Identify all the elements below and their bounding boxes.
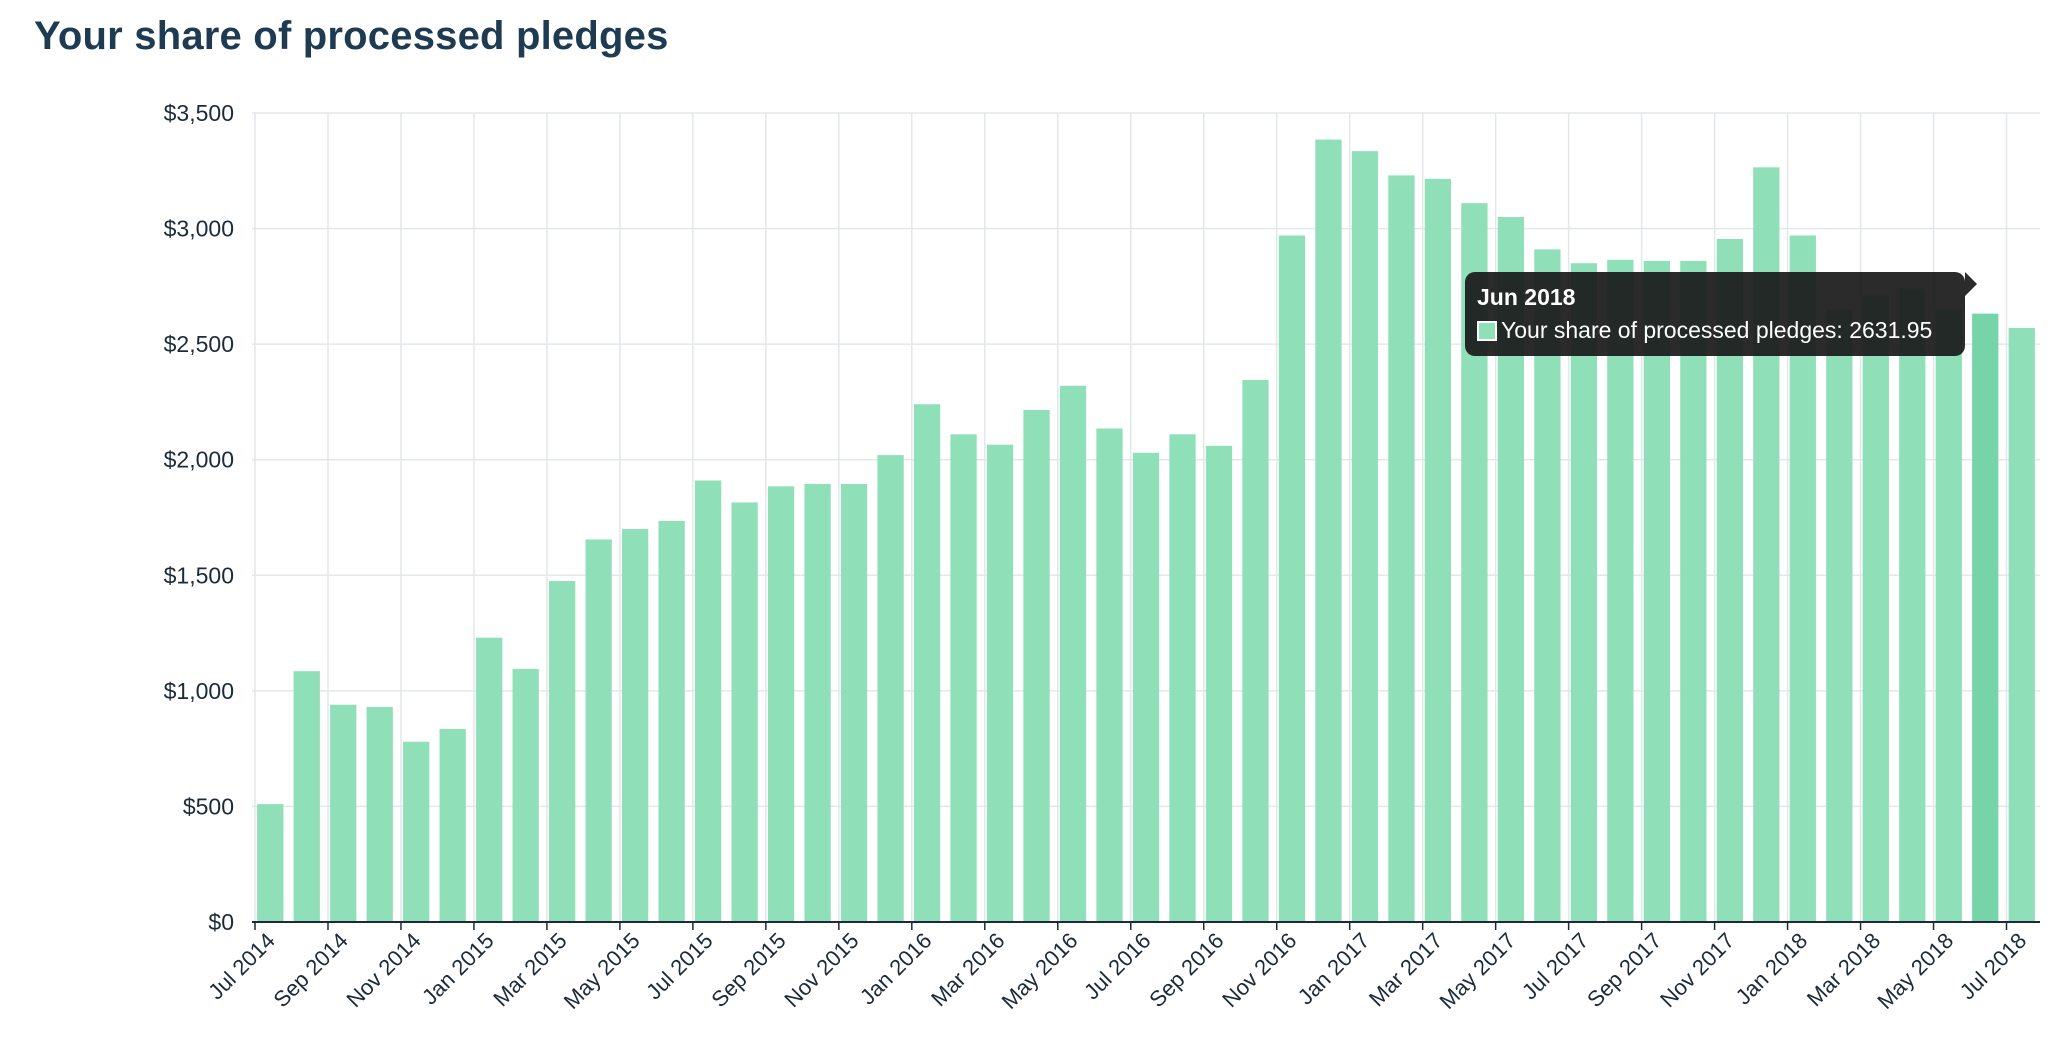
bar[interactable] — [1643, 260, 1670, 923]
bar[interactable] — [950, 434, 977, 922]
bar[interactable] — [585, 539, 612, 922]
bar[interactable] — [658, 520, 685, 922]
x-tick-label: Jan 2015 — [417, 928, 499, 1010]
x-tick-label: Sep 2017 — [1582, 928, 1666, 1012]
bar[interactable] — [913, 404, 941, 922]
y-tick-label: $2,000 — [164, 447, 234, 473]
x-tick-label: Jul 2016 — [1079, 928, 1156, 1005]
bar[interactable] — [403, 741, 430, 922]
bar[interactable] — [439, 728, 466, 922]
y-tick-label: $500 — [183, 793, 234, 819]
x-tick-label: May 2017 — [1434, 928, 1520, 1014]
bars — [257, 139, 2035, 923]
x-tick-label: Jan 2016 — [855, 928, 937, 1010]
x-tick-label: Sep 2014 — [268, 928, 352, 1012]
tooltip-row: Your share of processed pledges: 2631.95 — [1477, 317, 1953, 344]
bar[interactable] — [1315, 139, 1342, 922]
bar[interactable] — [1205, 445, 1233, 922]
bar[interactable] — [1607, 259, 1634, 922]
bar[interactable] — [1680, 260, 1707, 923]
bar[interactable] — [731, 502, 758, 922]
x-tick-label: Nov 2014 — [341, 928, 425, 1012]
bar[interactable] — [1351, 151, 1379, 923]
bar[interactable] — [293, 671, 320, 922]
bar[interactable] — [2008, 327, 2035, 922]
bar[interactable] — [1826, 309, 1853, 922]
bar[interactable] — [549, 581, 576, 922]
bar[interactable] — [1388, 175, 1415, 922]
bar[interactable] — [1132, 452, 1160, 922]
y-tick-label: $1,500 — [164, 562, 234, 588]
bar[interactable] — [1059, 385, 1087, 923]
x-tick-label: Nov 2017 — [1655, 928, 1739, 1012]
y-tick-label: $1,000 — [164, 678, 234, 704]
bar[interactable] — [476, 637, 503, 922]
x-tick-label: Mar 2016 — [926, 928, 1009, 1011]
bar[interactable] — [840, 483, 868, 922]
x-tick-label: Sep 2015 — [706, 928, 790, 1012]
x-tick-label: May 2015 — [559, 928, 645, 1014]
x-tick-label: Jan 2017 — [1293, 928, 1375, 1010]
y-tick-label: $3,500 — [164, 100, 234, 126]
bar[interactable] — [622, 529, 649, 922]
bar[interactable] — [694, 480, 722, 922]
x-tick-label: Jan 2018 — [1731, 928, 1813, 1010]
bar[interactable] — [366, 707, 393, 922]
bar[interactable] — [330, 704, 357, 922]
x-tick-label: May 2018 — [1872, 928, 1958, 1014]
chart-title: Your share of processed pledges — [34, 14, 669, 58]
x-tick-label: Nov 2016 — [1217, 928, 1301, 1012]
bar[interactable] — [986, 444, 1014, 922]
bar[interactable] — [1862, 295, 1889, 922]
bar[interactable] — [257, 804, 284, 922]
bar[interactable] — [1972, 313, 1999, 922]
bar[interactable] — [1570, 263, 1598, 922]
x-tick-label: Jul 2015 — [641, 928, 718, 1005]
bar[interactable] — [877, 455, 904, 922]
y-axis-ticks: $0 $500 $1,000 $1,500 $2,000 $2,500 $3,000 $3,5… — [164, 100, 234, 935]
x-tick-label: Jul 2014 — [203, 928, 280, 1005]
x-tick-label: Jul 2018 — [1955, 928, 2032, 1005]
bar[interactable] — [1096, 428, 1123, 922]
bar[interactable] — [1169, 434, 1196, 922]
tooltip-label: Your share of processed pledges: 2631.95 — [1501, 317, 1933, 343]
y-tick-label: $3,000 — [164, 216, 234, 242]
bar[interactable] — [1899, 288, 1926, 922]
x-tick-label: Mar 2017 — [1364, 928, 1447, 1011]
y-tick-label: $0 — [208, 909, 234, 935]
bar[interactable] — [1534, 249, 1561, 923]
x-tick-label: Mar 2018 — [1802, 928, 1885, 1011]
x-tick-label: Jul 2017 — [1517, 928, 1594, 1005]
bar[interactable] — [512, 668, 539, 922]
bar[interactable] — [1935, 309, 1962, 922]
bar[interactable] — [1023, 410, 1050, 922]
y-tick-label: $2,500 — [164, 331, 234, 357]
tooltip: Jun 2018 Your share of processed pledges… — [1465, 272, 1977, 356]
x-tick-label: Mar 2015 — [488, 928, 571, 1011]
bar[interactable] — [1242, 379, 1269, 923]
bar[interactable] — [767, 486, 795, 922]
x-tick-label: Nov 2015 — [779, 928, 863, 1012]
x-tick-label: Sep 2016 — [1144, 928, 1228, 1012]
bar[interactable] — [804, 483, 831, 922]
x-tick-label: May 2016 — [997, 928, 1083, 1014]
bar[interactable] — [1278, 235, 1306, 922]
bar[interactable] — [1424, 178, 1452, 922]
tooltip-swatch — [1477, 320, 1497, 341]
tooltip-title: Jun 2018 — [1477, 284, 1576, 310]
